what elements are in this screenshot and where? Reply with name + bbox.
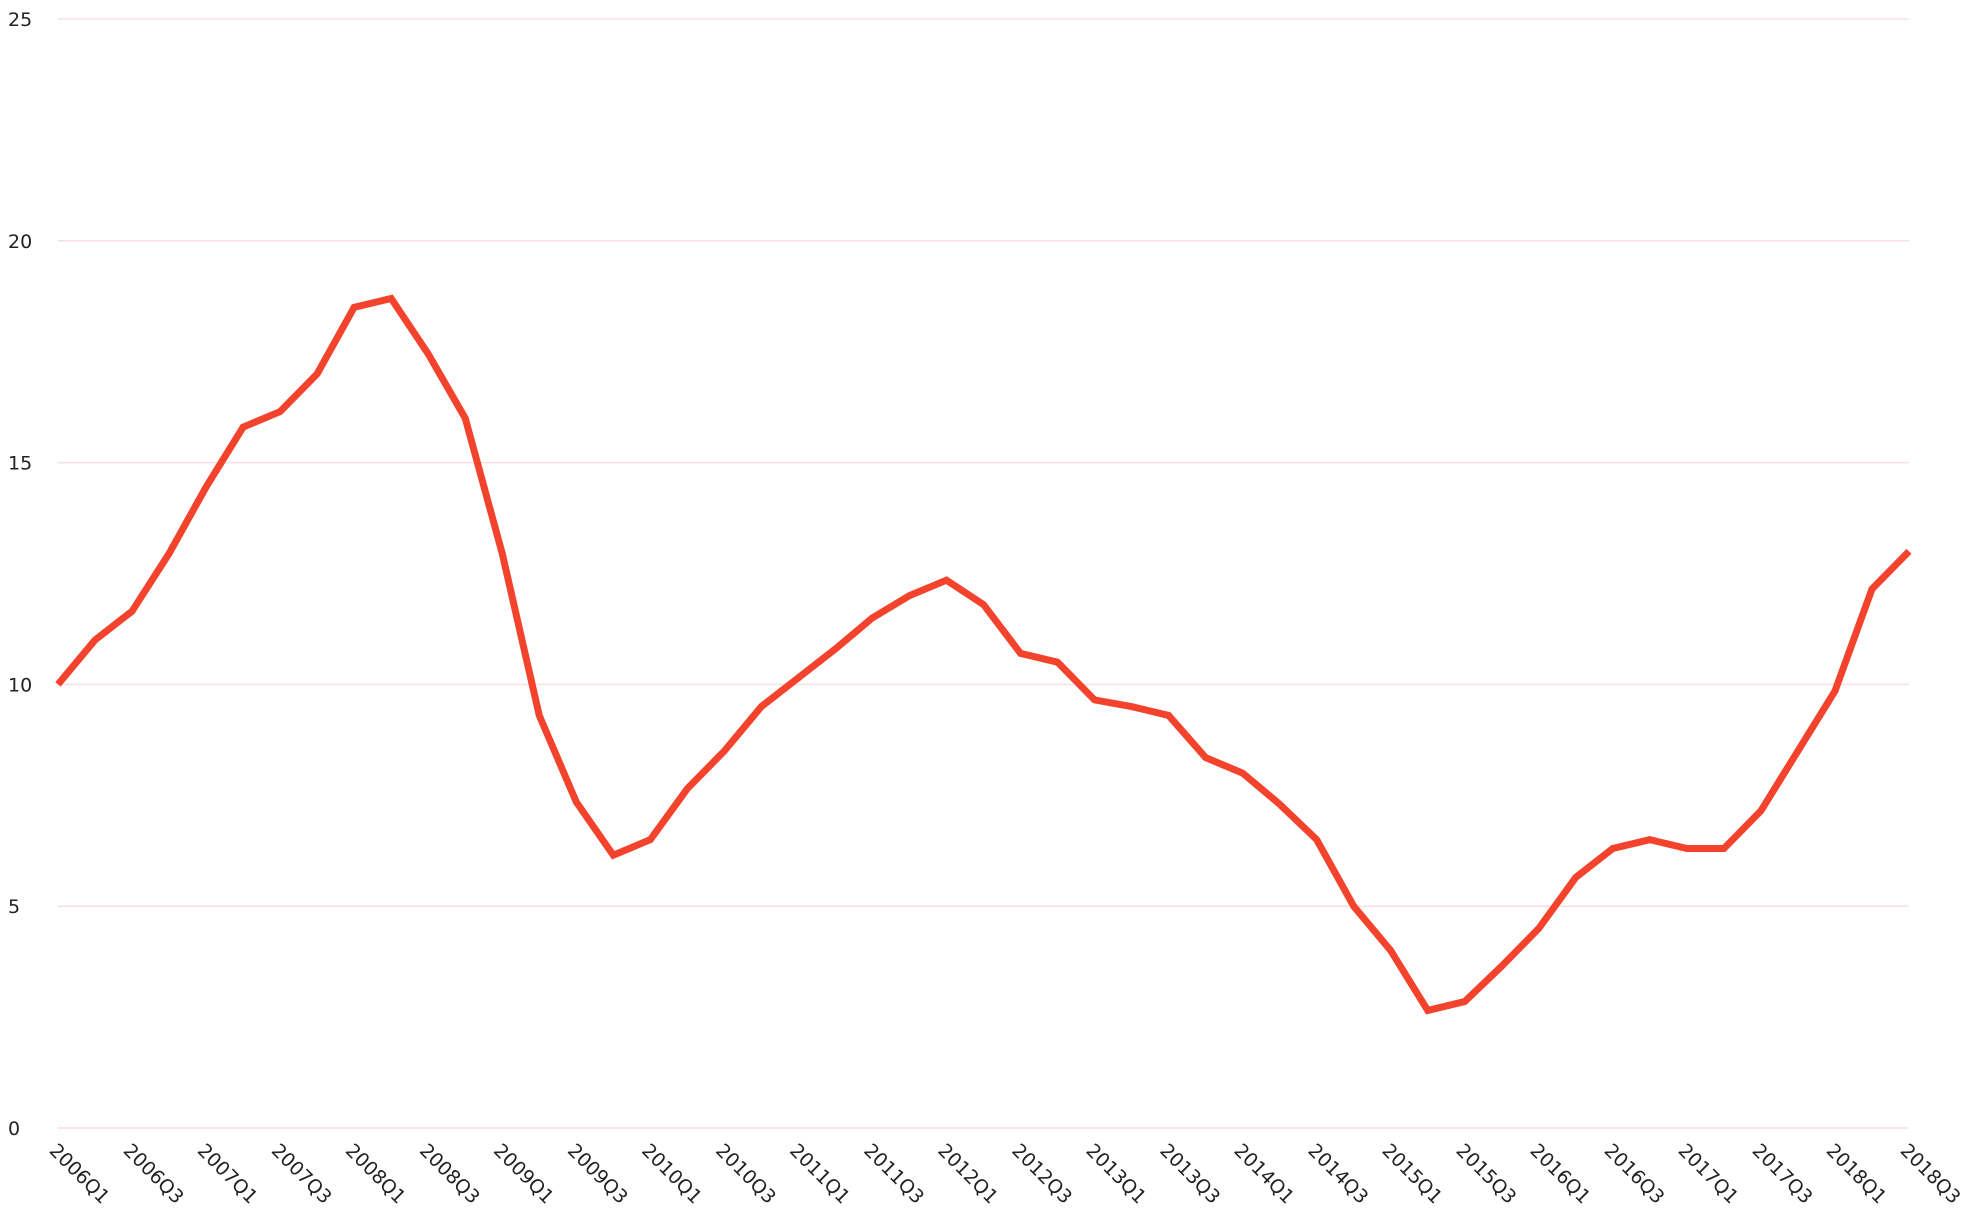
y-tick-label: 25 <box>8 9 32 31</box>
y-tick-label: 15 <box>8 453 32 475</box>
x-tick-label: 2016Q1 <box>1526 1140 1595 1209</box>
x-tick-label: 2015Q1 <box>1378 1140 1447 1209</box>
x-tick-label: 2010Q3 <box>711 1140 780 1209</box>
x-tick-label: 2007Q3 <box>267 1140 336 1209</box>
x-tick-label: 2014Q1 <box>1229 1140 1298 1209</box>
x-tick-label: 2006Q1 <box>45 1140 114 1209</box>
x-tick-label: 2018Q3 <box>1896 1140 1965 1209</box>
x-tick-label: 2016Q3 <box>1600 1140 1669 1209</box>
y-tick-label: 5 <box>8 896 20 918</box>
x-tick-label: 2007Q1 <box>193 1140 262 1209</box>
x-tick-label: 2017Q3 <box>1748 1140 1817 1209</box>
x-tick-label: 2011Q1 <box>785 1140 854 1209</box>
x-tick-label: 2013Q3 <box>1155 1140 1224 1209</box>
x-tick-label: 2009Q1 <box>489 1140 558 1209</box>
x-tick-label: 2014Q3 <box>1304 1140 1373 1209</box>
x-tick-label: 2012Q1 <box>933 1140 1002 1209</box>
y-tick-label: 10 <box>8 674 32 696</box>
x-tick-label: 2010Q1 <box>637 1140 706 1209</box>
x-tick-label: 2008Q3 <box>415 1140 484 1209</box>
x-tick-label: 2011Q3 <box>859 1140 928 1209</box>
x-tick-label: 2008Q1 <box>341 1140 410 1209</box>
x-tick-label: 2018Q1 <box>1822 1140 1891 1209</box>
x-tick-label: 2017Q1 <box>1674 1140 1743 1209</box>
x-tick-label: 2012Q3 <box>1007 1140 1076 1209</box>
y-tick-label: 0 <box>8 1118 20 1140</box>
line <box>55 294 1912 1015</box>
x-tick-label: 2009Q3 <box>563 1140 632 1209</box>
x-tick-label: 2015Q3 <box>1452 1140 1521 1209</box>
x-tick-label: 2006Q3 <box>119 1140 188 1209</box>
y-tick-label: 20 <box>8 231 32 253</box>
x-tick-label: 2013Q1 <box>1081 1140 1150 1209</box>
